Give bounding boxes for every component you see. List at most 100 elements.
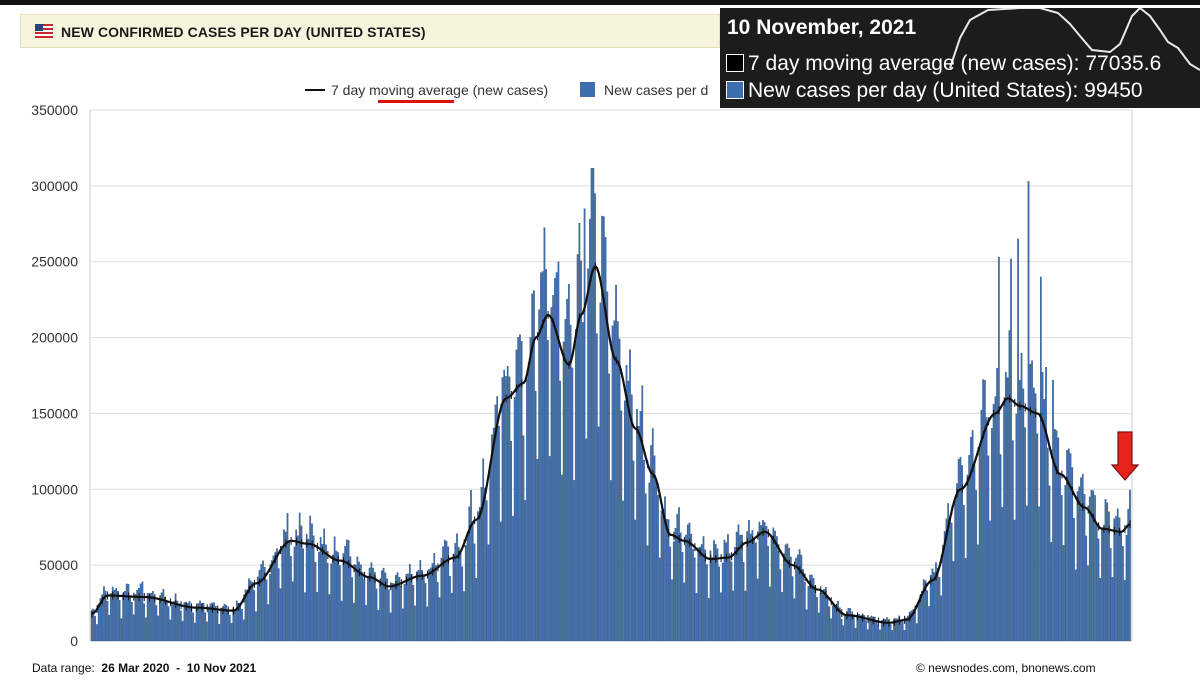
daily-bar[interactable] bbox=[316, 592, 319, 642]
daily-bar[interactable] bbox=[211, 602, 214, 642]
daily-bar[interactable] bbox=[375, 588, 378, 642]
daily-bar[interactable] bbox=[335, 550, 338, 642]
daily-bar[interactable] bbox=[1022, 388, 1025, 642]
daily-bar[interactable] bbox=[1069, 453, 1072, 642]
daily-bar[interactable] bbox=[924, 580, 927, 642]
daily-bar[interactable] bbox=[590, 168, 593, 642]
daily-bar[interactable] bbox=[499, 521, 502, 642]
daily-bar[interactable] bbox=[630, 394, 633, 642]
daily-bar[interactable] bbox=[276, 548, 278, 642]
daily-bar[interactable] bbox=[395, 575, 397, 642]
daily-bar[interactable] bbox=[1076, 491, 1079, 642]
daily-bar[interactable] bbox=[230, 623, 233, 642]
daily-bar[interactable] bbox=[379, 583, 381, 642]
daily-bar[interactable] bbox=[417, 570, 420, 642]
daily-bar[interactable] bbox=[800, 554, 803, 642]
daily-bar[interactable] bbox=[129, 597, 131, 642]
daily-bar[interactable] bbox=[361, 572, 364, 642]
daily-bar[interactable] bbox=[1123, 580, 1126, 642]
daily-bar[interactable] bbox=[765, 526, 768, 642]
daily-bar[interactable] bbox=[447, 546, 450, 642]
daily-bar[interactable] bbox=[669, 546, 672, 642]
daily-bar[interactable] bbox=[868, 617, 871, 642]
daily-bar[interactable] bbox=[716, 548, 719, 642]
daily-bar[interactable] bbox=[1120, 531, 1123, 642]
daily-bar[interactable] bbox=[533, 290, 535, 642]
daily-bar[interactable] bbox=[318, 551, 320, 642]
daily-bar[interactable] bbox=[706, 564, 708, 642]
daily-bar[interactable] bbox=[613, 320, 616, 642]
daily-bar[interactable] bbox=[762, 520, 764, 642]
daily-bar[interactable] bbox=[274, 552, 277, 642]
daily-bar[interactable] bbox=[342, 553, 345, 642]
daily-bar[interactable] bbox=[207, 606, 210, 642]
daily-bar[interactable] bbox=[522, 435, 525, 642]
daily-bar[interactable] bbox=[391, 583, 394, 642]
daily-bar[interactable] bbox=[711, 557, 714, 642]
daily-bar[interactable] bbox=[176, 600, 179, 642]
daily-bar[interactable] bbox=[900, 619, 902, 642]
daily-bar[interactable] bbox=[996, 368, 998, 642]
daily-bar[interactable] bbox=[819, 593, 822, 642]
daily-bar[interactable] bbox=[450, 592, 453, 642]
daily-bar[interactable] bbox=[999, 454, 1002, 642]
daily-bar[interactable] bbox=[225, 605, 228, 642]
daily-bar[interactable] bbox=[742, 562, 745, 642]
daily-bar[interactable] bbox=[146, 593, 149, 642]
daily-bar[interactable] bbox=[912, 609, 915, 642]
daily-bar[interactable] bbox=[957, 459, 960, 642]
daily-bar[interactable] bbox=[372, 567, 374, 642]
daily-bar[interactable] bbox=[998, 257, 1000, 642]
daily-bar[interactable] bbox=[791, 576, 794, 642]
daily-bar[interactable] bbox=[1080, 477, 1082, 642]
daily-bar[interactable] bbox=[1129, 489, 1131, 642]
daily-bar[interactable] bbox=[408, 564, 411, 642]
daily-bar[interactable] bbox=[753, 537, 755, 642]
daily-bar[interactable] bbox=[157, 615, 159, 642]
daily-bar[interactable] bbox=[644, 493, 647, 642]
daily-bar[interactable] bbox=[1038, 506, 1040, 642]
daily-bar[interactable] bbox=[739, 535, 741, 642]
daily-bar[interactable] bbox=[971, 430, 974, 642]
daily-bar[interactable] bbox=[405, 574, 408, 642]
daily-bar[interactable] bbox=[554, 278, 556, 642]
daily-bar[interactable] bbox=[529, 337, 532, 642]
daily-bar[interactable] bbox=[340, 600, 343, 642]
daily-bar[interactable] bbox=[866, 629, 869, 642]
daily-bar[interactable] bbox=[424, 583, 427, 642]
daily-bar[interactable] bbox=[503, 369, 506, 642]
daily-bar[interactable] bbox=[253, 590, 256, 642]
daily-bar[interactable] bbox=[263, 567, 266, 642]
daily-bar[interactable] bbox=[721, 562, 724, 642]
daily-bar[interactable] bbox=[290, 555, 292, 642]
daily-bar[interactable] bbox=[557, 261, 560, 642]
daily-bar[interactable] bbox=[347, 540, 350, 642]
daily-bar[interactable] bbox=[793, 598, 796, 642]
daily-bar[interactable] bbox=[302, 548, 305, 642]
daily-bar[interactable] bbox=[737, 524, 740, 642]
daily-bar[interactable] bbox=[978, 448, 981, 642]
daily-bar[interactable] bbox=[540, 272, 542, 642]
daily-bar[interactable] bbox=[917, 603, 920, 642]
daily-bar[interactable] bbox=[202, 602, 205, 642]
daily-bar[interactable] bbox=[1015, 413, 1018, 642]
daily-bar[interactable] bbox=[749, 533, 752, 642]
daily-bar[interactable] bbox=[489, 464, 492, 642]
daily-bar[interactable] bbox=[466, 532, 469, 642]
daily-bar[interactable] bbox=[1085, 535, 1088, 642]
daily-bar[interactable] bbox=[494, 404, 497, 642]
daily-bar[interactable] bbox=[816, 597, 818, 642]
daily-bar[interactable] bbox=[389, 612, 392, 642]
daily-bar[interactable] bbox=[520, 340, 523, 642]
daily-bar[interactable] bbox=[578, 222, 581, 642]
daily-bar[interactable] bbox=[262, 560, 264, 642]
daily-bar[interactable] bbox=[838, 607, 841, 642]
daily-bar[interactable] bbox=[218, 624, 221, 642]
daily-bar[interactable] bbox=[344, 545, 346, 642]
daily-bar[interactable] bbox=[604, 236, 607, 642]
daily-bar[interactable] bbox=[823, 589, 825, 642]
daily-bar[interactable] bbox=[562, 341, 565, 642]
daily-bar[interactable] bbox=[145, 617, 147, 642]
daily-bar[interactable] bbox=[582, 322, 584, 642]
daily-bar[interactable] bbox=[370, 562, 373, 642]
